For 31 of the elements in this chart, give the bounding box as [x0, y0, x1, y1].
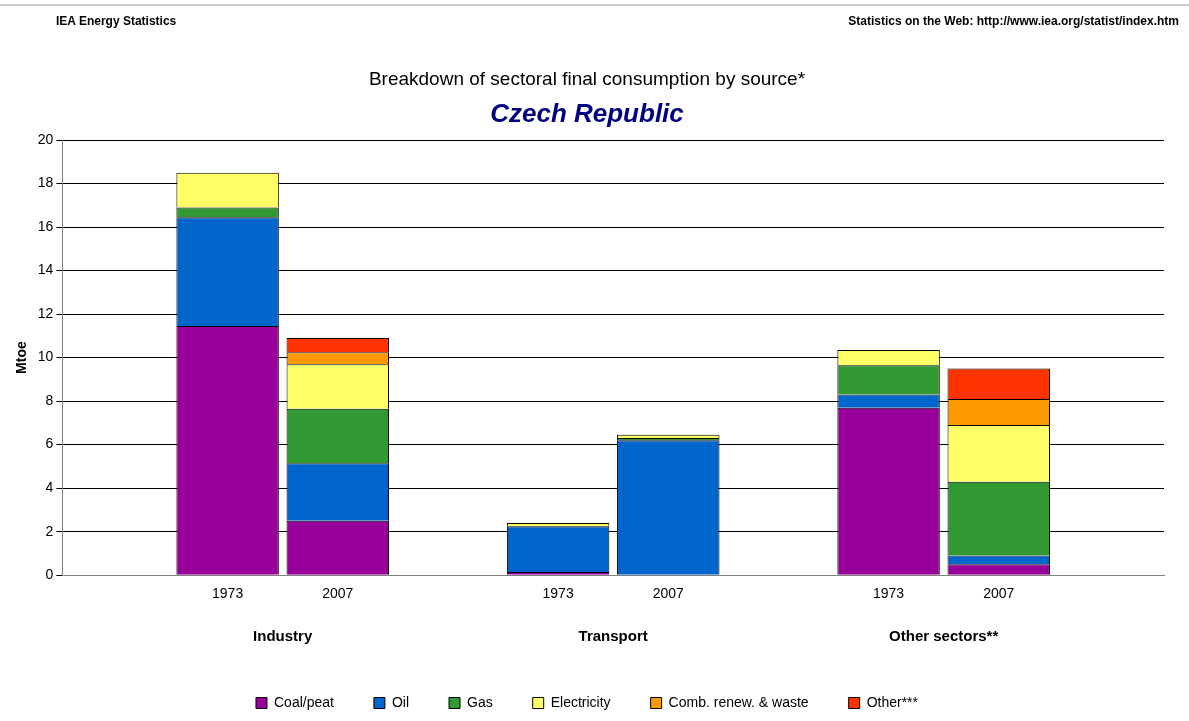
chart-title: Breakdown of sectoral final consumption by source* [368, 67, 806, 89]
text: IEA Energy Statistics [56, 14, 177, 28]
y-tick-label: 18 [37, 174, 54, 191]
text: Other sectors** [889, 627, 999, 645]
x-tick-label: 2007 [983, 585, 1015, 602]
x-tick-label: 2007 [322, 585, 354, 602]
legend-label: Comb. renew. & waste [668, 693, 809, 710]
y-tick-label: 14 [37, 261, 54, 278]
y-tick-label: 6 [45, 435, 54, 452]
y-tick-label: 0 [45, 566, 54, 583]
legend-label: Electricity [550, 693, 611, 710]
y-tick-label: 12 [37, 304, 54, 321]
y-tick-label: 2 [45, 522, 54, 539]
text: Industry [253, 627, 313, 645]
legend-label: Other*** [866, 693, 919, 710]
y-tick-label: 4 [45, 479, 54, 496]
x-tick-label: 1973 [542, 585, 574, 602]
y-tick-label: 16 [37, 217, 54, 234]
x-tick-label: 1973 [212, 585, 244, 602]
legend-label: Oil [391, 693, 410, 710]
x-tick-label: 1973 [873, 585, 905, 602]
text: Statistics on the Web: http://www.iea.org/statist/index.htm [848, 14, 1179, 28]
chart-subtitle: Czech Republic [490, 97, 685, 128]
y-tick-label: 20 [37, 130, 54, 147]
legend-label: Gas [467, 693, 493, 710]
y-tick-label: 8 [45, 391, 54, 408]
y-tick-label: 10 [37, 348, 54, 365]
x-tick-label: 2007 [652, 585, 685, 602]
legend-label: Coal/peat [273, 693, 335, 710]
text: Transport [578, 627, 648, 645]
y-axis-title: Mtoe [13, 341, 30, 374]
